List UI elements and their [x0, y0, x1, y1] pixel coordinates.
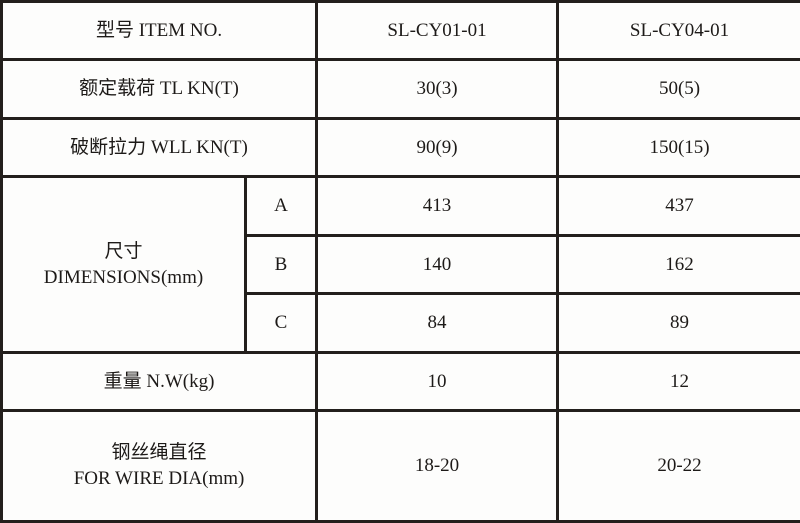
table-row-dimension-c: C 84 89 [2, 292, 800, 354]
dimension-b-value-model1: 140 [315, 233, 560, 296]
weight-label: 重量 N.W(kg) [0, 350, 319, 413]
breaking-force-value-model1: 90(9) [315, 116, 560, 179]
table-row-item-no: 型号 ITEM NO. SL-CY01-01 SL-CY04-01 [0, 0, 800, 62]
dimension-c-value-model1: 84 [315, 292, 560, 354]
rated-load-value-model2: 50(5) [556, 58, 800, 120]
table-row-breaking-force: 破断拉力 WLL KN(T) 90(9) 150(15) [0, 116, 800, 179]
rated-load-label: 额定载荷 TL KN(T) [0, 58, 319, 120]
dimension-a-value-model2: 437 [556, 175, 800, 237]
wire-dia-label-en: FOR WIRE DIA(mm) [73, 468, 245, 490]
dimension-key-a: A [243, 175, 319, 237]
table-row-rated-load: 额定载荷 TL KN(T) 30(3) 50(5) [0, 58, 800, 120]
wire-dia-value-model2: 20-22 [556, 409, 800, 523]
wire-dia-value-model1: 18-20 [315, 409, 560, 523]
breaking-force-value-model2: 150(15) [556, 116, 800, 179]
table-row-wire-dia: 钢丝绳直径 FOR WIRE DIA(mm) 18-20 20-22 [0, 409, 800, 523]
dimensions-label: 尺寸 DIMENSIONS(mm) [0, 175, 247, 354]
dimension-a-value-model1: 413 [315, 175, 560, 237]
dimensions-label-zh: 尺寸 [104, 240, 143, 262]
weight-value-model1: 10 [315, 350, 560, 413]
dimension-key-b: B [243, 233, 319, 296]
table-row-dimension-a: 尺寸 DIMENSIONS(mm) A 413 437 [0, 175, 800, 354]
wire-dia-label: 钢丝绳直径 FOR WIRE DIA(mm) [0, 409, 319, 523]
table-row-weight: 重量 N.W(kg) 10 12 [0, 350, 800, 413]
breaking-force-label: 破断拉力 WLL KN(T) [0, 116, 319, 179]
table-row-dimension-b: B 140 162 [2, 233, 800, 296]
rated-load-value-model1: 30(3) [315, 58, 560, 120]
item-no-label: 型号 ITEM NO. [0, 0, 319, 62]
dimensions-label-en: DIMENSIONS(mm) [43, 266, 204, 288]
wire-dia-label-zh: 钢丝绳直径 [111, 442, 207, 464]
weight-value-model2: 12 [556, 350, 800, 413]
item-no-value-model1: SL-CY01-01 [315, 0, 560, 62]
item-no-value-model2: SL-CY04-01 [556, 0, 800, 62]
dimension-key-c: C [243, 292, 319, 354]
dimension-c-value-model2: 89 [556, 292, 800, 354]
dimension-b-value-model2: 162 [556, 233, 800, 296]
